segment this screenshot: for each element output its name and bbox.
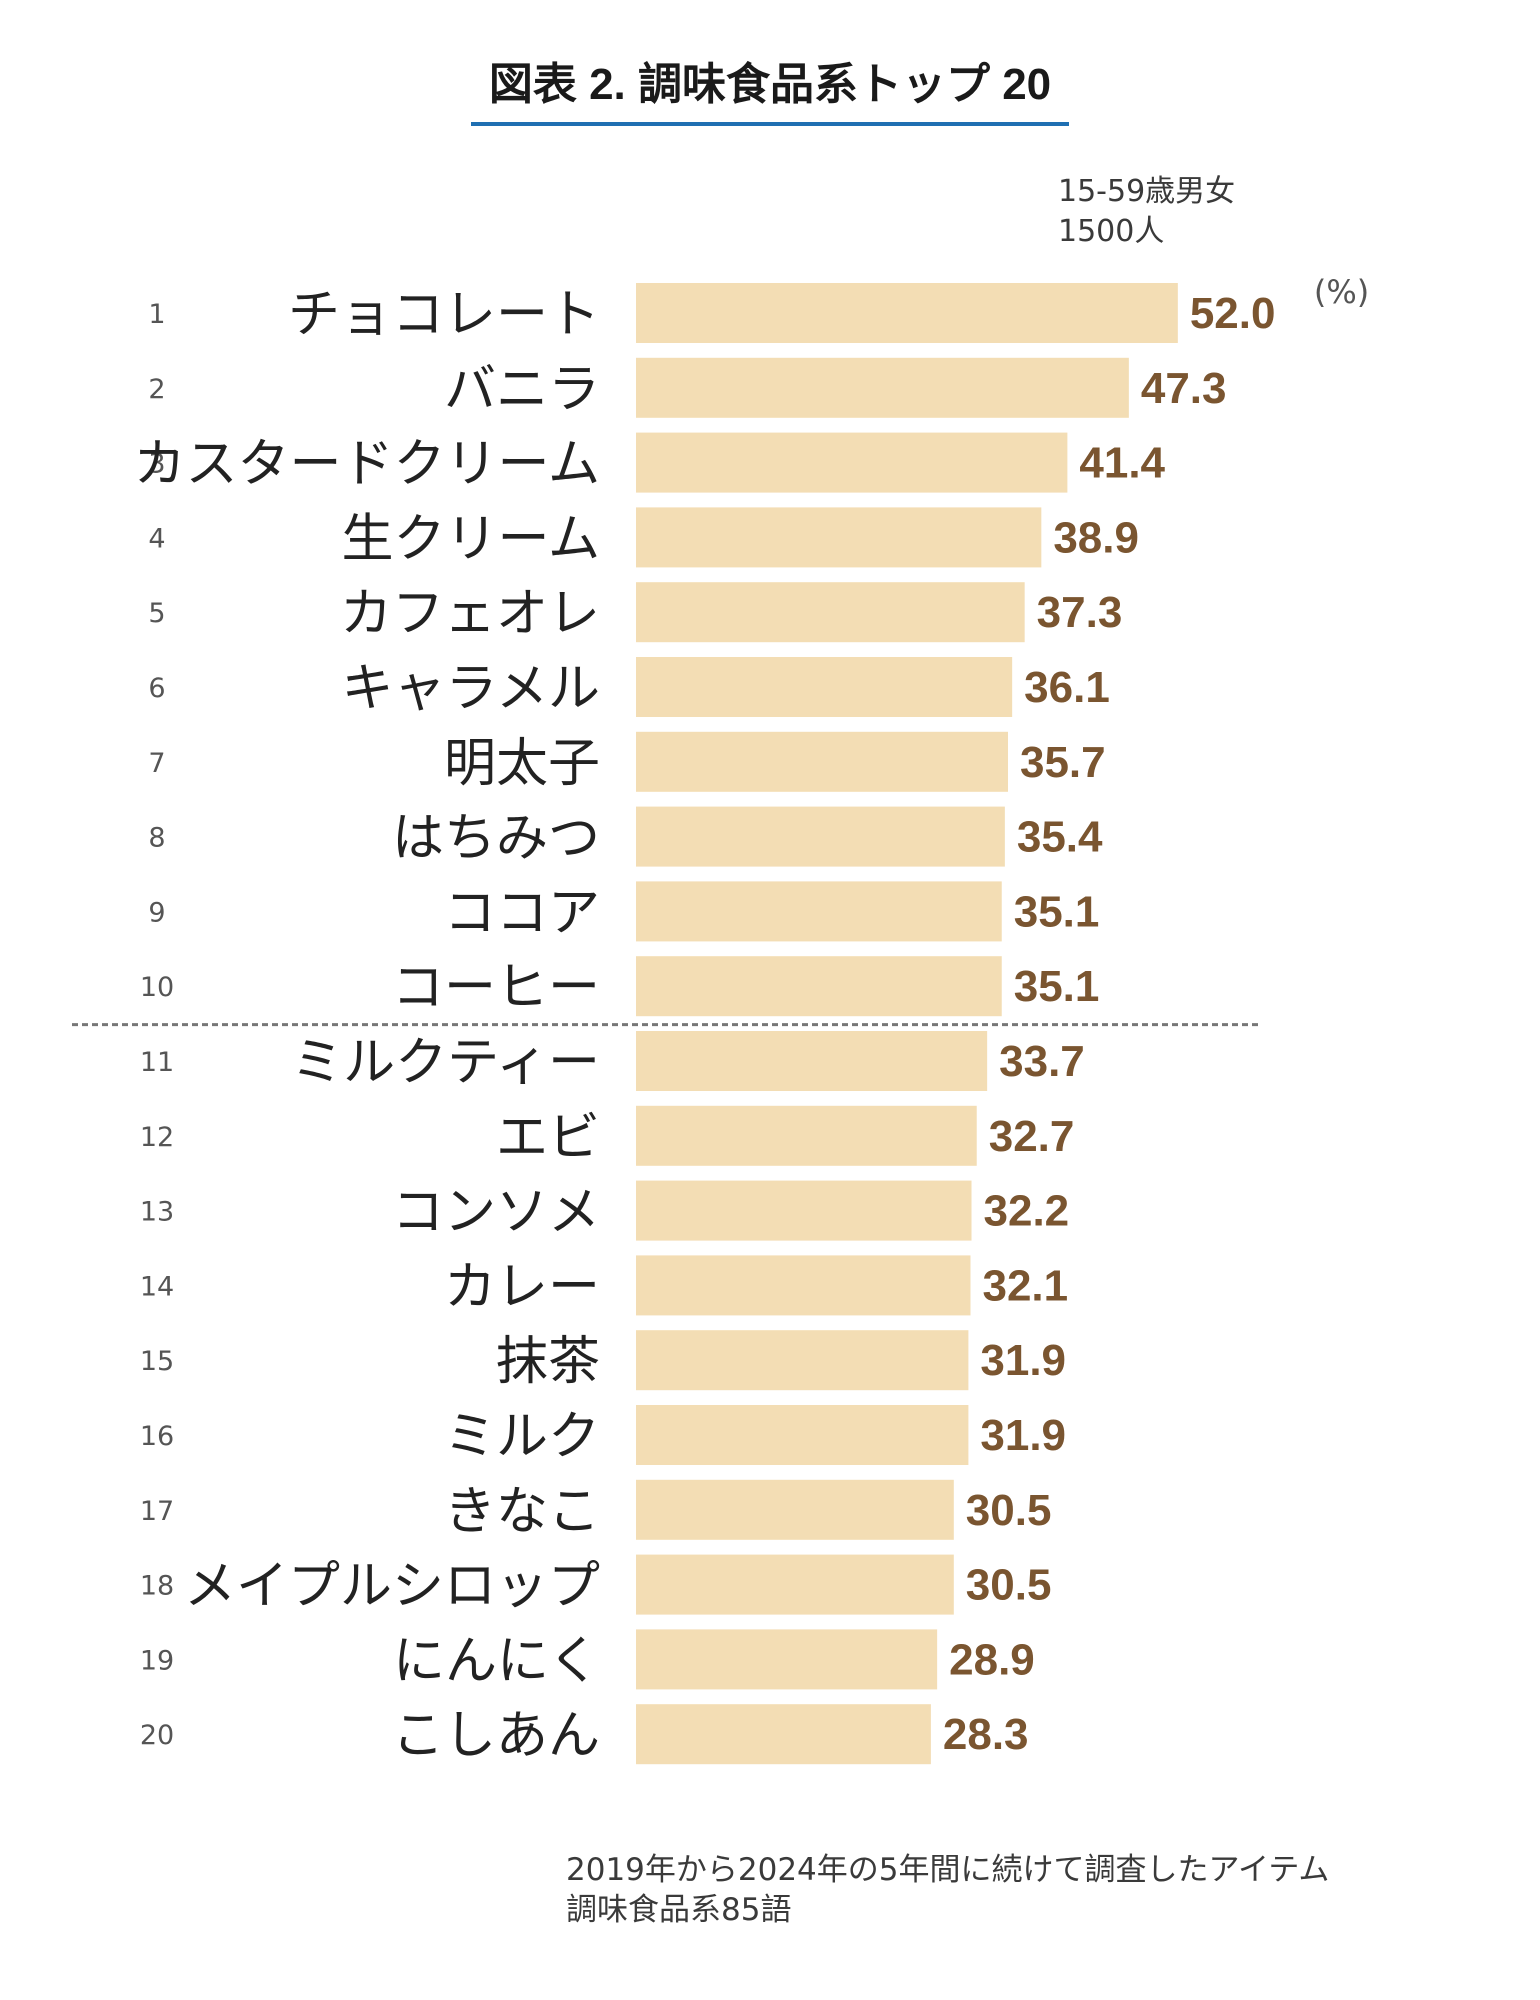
category-label: ミルクティー [291, 1033, 600, 1093]
rank-label: 11 [140, 1047, 174, 1078]
bar [636, 1330, 969, 1391]
bar [636, 1105, 977, 1166]
category-label: チョコレート [288, 285, 600, 345]
category-label: 生クリーム [342, 509, 600, 569]
bar [636, 507, 1042, 568]
value-label: 41.4 [1079, 439, 1165, 488]
value-label: 47.3 [1141, 364, 1227, 413]
bar [636, 582, 1025, 643]
rank-label: 6 [148, 673, 165, 704]
footnote-line-1: 2019年から2024年の5年間に続けて調査したアイテム [566, 1852, 1330, 1888]
rank-label: 4 [148, 523, 165, 554]
bar [636, 1554, 954, 1615]
value-label: 32.1 [982, 1261, 1068, 1310]
bar [636, 1255, 971, 1316]
value-label: 35.4 [1017, 813, 1103, 862]
rank-label: 10 [140, 972, 174, 1003]
value-label: 33.7 [999, 1037, 1085, 1086]
bar [636, 956, 1002, 1017]
category-label: バニラ [444, 360, 600, 420]
bar [636, 1479, 954, 1540]
rank-label: 15 [140, 1346, 174, 1377]
value-label: 32.2 [984, 1187, 1070, 1236]
value-label: 38.9 [1053, 513, 1139, 562]
category-label: コーヒー [392, 958, 600, 1018]
value-label: 35.7 [1020, 738, 1106, 787]
rank-label: 16 [140, 1421, 174, 1452]
category-label: エビ [496, 1108, 600, 1168]
footnote-line-2: 調味食品系85語 [566, 1892, 792, 1928]
rank-label: 13 [140, 1197, 174, 1228]
unit-label: (%) [1314, 273, 1369, 311]
sample-note-line-1: 15-59歳男女 [1058, 174, 1236, 209]
sample-note: 15-59歳男女 1500人 [1058, 172, 1235, 252]
rank-label: 7 [148, 748, 165, 779]
value-label: 37.3 [1037, 588, 1123, 637]
category-label: 明太子 [444, 734, 600, 794]
value-label: 31.9 [980, 1336, 1066, 1385]
value-label: 31.9 [980, 1411, 1066, 1460]
rank-label: 9 [148, 897, 165, 928]
rank-label: 2 [148, 374, 165, 405]
category-label: キャラメル [342, 659, 600, 719]
bar [636, 1405, 969, 1465]
value-label: 30.5 [966, 1561, 1052, 1610]
bar [636, 357, 1129, 418]
category-label: メイプルシロップ [184, 1557, 600, 1617]
value-label: 28.3 [943, 1710, 1029, 1759]
bar [636, 657, 1013, 717]
bar [636, 432, 1068, 493]
rank-label: 1 [148, 299, 165, 330]
footnote: 2019年から2024年の5年間に続けて調査したアイテム 調味食品系85語 [566, 1850, 1329, 1930]
value-label: 36.1 [1024, 663, 1110, 712]
category-label: カスタードクリーム [134, 435, 600, 495]
category-label: コンソメ [392, 1183, 600, 1243]
rank-label: 8 [148, 823, 165, 854]
value-label: 30.5 [966, 1486, 1052, 1535]
category-label: ココア [444, 883, 600, 943]
bar [636, 283, 1178, 343]
title-container: 図表 2. 調味食品系トップ 20 [0, 48, 1540, 126]
bar [636, 1180, 972, 1241]
rank-label: 5 [148, 598, 165, 629]
bar [636, 806, 1005, 867]
value-label: 28.9 [949, 1635, 1035, 1684]
rank-label: 17 [140, 1496, 174, 1527]
value-label: 35.1 [1014, 962, 1100, 1011]
chart-title: 図表 2. 調味食品系トップ 20 [470, 48, 1070, 126]
value-label: 35.1 [1014, 887, 1100, 936]
bar [636, 1629, 938, 1690]
rank-label: 14 [140, 1271, 174, 1302]
rank-label: 3 [148, 449, 165, 480]
bar [636, 1031, 988, 1091]
category-label: こしあん [392, 1706, 600, 1766]
category-label: カフェオレ [340, 584, 600, 644]
value-label: 52.0 [1190, 289, 1276, 338]
rank-label: 20 [140, 1720, 174, 1751]
bar [636, 731, 1008, 792]
sample-note-line-2: 1500人 [1058, 214, 1165, 249]
value-label: 32.7 [989, 1112, 1075, 1161]
rank-label: 12 [140, 1122, 174, 1153]
category-label: きなこ [444, 1482, 600, 1542]
category-label: はちみつ [392, 809, 600, 869]
category-label: カレー [444, 1257, 600, 1317]
rank-label: 18 [140, 1571, 174, 1602]
category-label: ミルク [444, 1407, 600, 1467]
category-label: にんにく [393, 1631, 600, 1691]
rank-label: 19 [140, 1645, 174, 1676]
bar [636, 1704, 931, 1765]
bar [636, 881, 1002, 942]
category-label: 抹茶 [496, 1332, 600, 1392]
